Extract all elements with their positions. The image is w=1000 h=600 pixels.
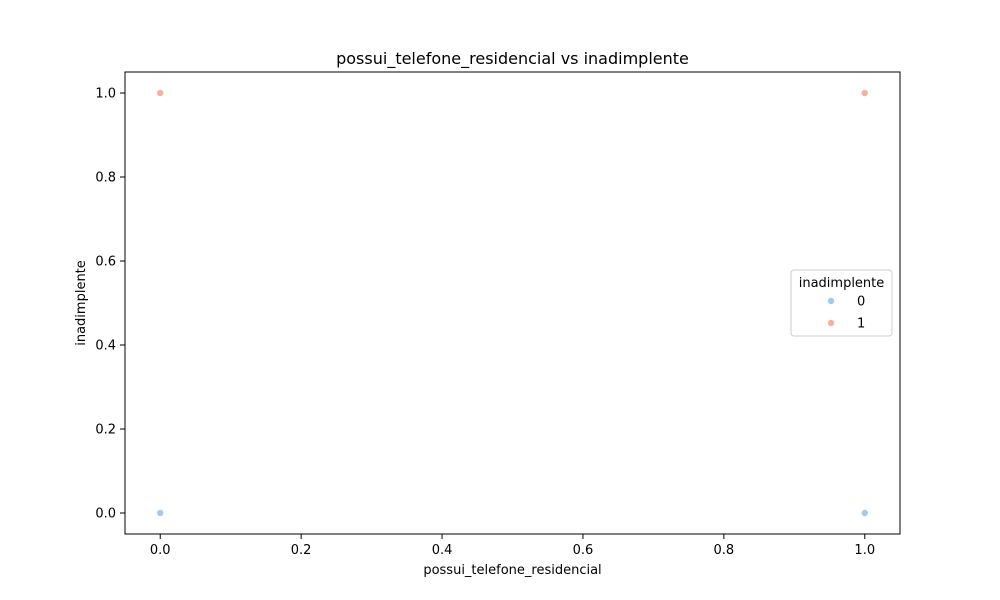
data-point-series-0 (156, 508, 165, 517)
legend-label-1: 1 (857, 317, 865, 332)
x-axis-ticks: 0.0 0.2 0.4 0.6 0.8 1.0 (150, 534, 875, 558)
legend-items: 01 (827, 295, 865, 332)
plot-frame (124, 71, 901, 535)
chart-title: possui_telefone_residencial vs inadimple… (336, 49, 689, 69)
data-point-series-1 (156, 89, 165, 98)
x-tick-label: 0.2 (291, 543, 312, 558)
x-tick-label: 0.0 (150, 543, 171, 558)
y-tick-label: 0.4 (95, 339, 116, 354)
y-tick-label: 1.0 (95, 87, 116, 102)
legend-marker-1 (827, 318, 836, 327)
x-tick-label: 0.6 (573, 543, 594, 558)
legend-label-0: 0 (857, 295, 865, 310)
y-axis-label: inadimplente (74, 260, 89, 346)
legend-marker-0 (827, 296, 836, 305)
scatter-points (156, 89, 869, 517)
y-axis-ticks: 0.0 0.2 0.4 0.6 0.8 1.0 (95, 87, 125, 522)
data-point-series-0 (860, 508, 869, 517)
legend-title: inadimplente (799, 276, 885, 291)
x-tick-label: 1.0 (854, 543, 875, 558)
y-tick-label: 0.0 (95, 507, 116, 522)
y-tick-label: 0.6 (95, 255, 116, 270)
legend-box (790, 269, 893, 337)
x-axis-label: possui_telefone_residencial (423, 563, 601, 578)
x-tick-label: 0.8 (714, 543, 735, 558)
plot-area (124, 71, 901, 535)
y-tick-label: 0.2 (95, 423, 116, 438)
y-tick-label: 0.8 (95, 171, 116, 186)
legend: inadimplente 01 (790, 269, 893, 337)
x-tick-label: 0.4 (432, 543, 453, 558)
data-point-series-1 (860, 89, 869, 98)
